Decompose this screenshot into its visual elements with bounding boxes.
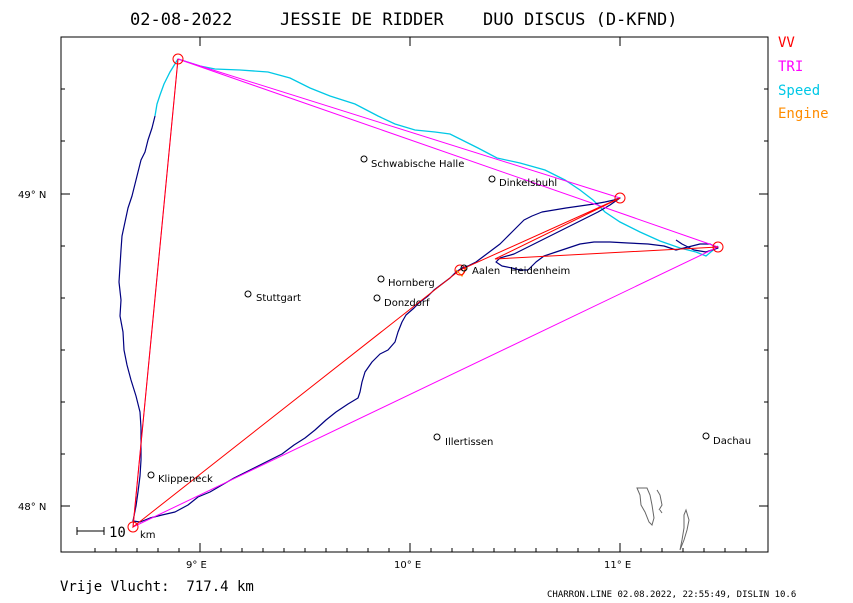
turnpoints	[127, 53, 724, 533]
tri-leg-extra	[177, 58, 621, 199]
place-marker	[147, 471, 155, 479]
footer-credit: CHARRON.LINE 02.08.2022, 22:55:49, DISLI…	[547, 590, 796, 600]
y-axis-ticks	[61, 88, 768, 507]
vv-route	[132, 58, 719, 529]
x-tick-11e: 11° E	[604, 560, 631, 571]
legend-tri: TRI	[778, 59, 803, 75]
distance-label: Vrije Vlucht: 717.4 km	[60, 579, 254, 595]
place-aalen: Aalen	[472, 266, 500, 277]
place-marker	[373, 294, 381, 302]
place-illertissen: Illertissen	[445, 437, 493, 448]
y-tick-49n: 49° N	[18, 190, 46, 201]
scale-unit: km	[140, 530, 156, 541]
x-tick-9e: 9° E	[186, 560, 207, 571]
scale-bar: 10 km	[76, 525, 156, 541]
turnpoint-circle	[712, 241, 724, 253]
place-marker	[433, 433, 441, 441]
legend: VV TRI Speed Engine	[778, 35, 829, 122]
lakes	[636, 487, 690, 551]
turnpoint-circle	[614, 192, 626, 204]
place-marker	[244, 290, 252, 298]
place-donzdorf: Donzdorf	[384, 298, 430, 309]
place-marker	[488, 175, 496, 183]
turnpoint-circle	[454, 264, 466, 276]
x-tick-10e: 10° E	[394, 560, 421, 571]
tri-triangle	[132, 58, 720, 528]
pilot-name: JESSIE DE RIDDER	[280, 10, 445, 30]
x-axis-ticks	[94, 37, 747, 552]
place-marker	[702, 432, 710, 440]
speed-track	[154, 58, 719, 257]
y-tick-48n: 48° N	[18, 502, 46, 513]
place-dinkelsbuhl: Dinkelsbuhl	[499, 178, 557, 189]
place-klippeneck: Klippeneck	[158, 474, 213, 485]
place-marker	[377, 275, 385, 283]
turnpoint-circle	[172, 53, 184, 65]
glider-name: DUO DISCUS (D-KFND)	[483, 10, 677, 30]
place-hornberg: Hornberg	[388, 278, 435, 289]
flight-date: 02-08-2022	[130, 10, 232, 30]
place-marker	[360, 155, 368, 163]
place-stuttgart: Stuttgart	[256, 293, 301, 304]
flight-track	[118, 115, 719, 523]
legend-vv: VV	[778, 35, 795, 51]
place-dachau: Dachau	[713, 436, 751, 447]
legend-engine: Engine	[778, 106, 829, 122]
turnpoint-circle	[127, 521, 139, 533]
place-schwabische-halle: Schwabische Halle	[371, 159, 464, 170]
places: Schwabische Halle Dinkelsbuhl Hornberg S…	[147, 155, 751, 485]
place-heidenheim: Heidenheim	[510, 266, 570, 277]
scale-value: 10	[109, 525, 126, 541]
map-frame	[60, 36, 769, 553]
place-marker	[460, 264, 468, 272]
legend-speed: Speed	[778, 83, 820, 99]
